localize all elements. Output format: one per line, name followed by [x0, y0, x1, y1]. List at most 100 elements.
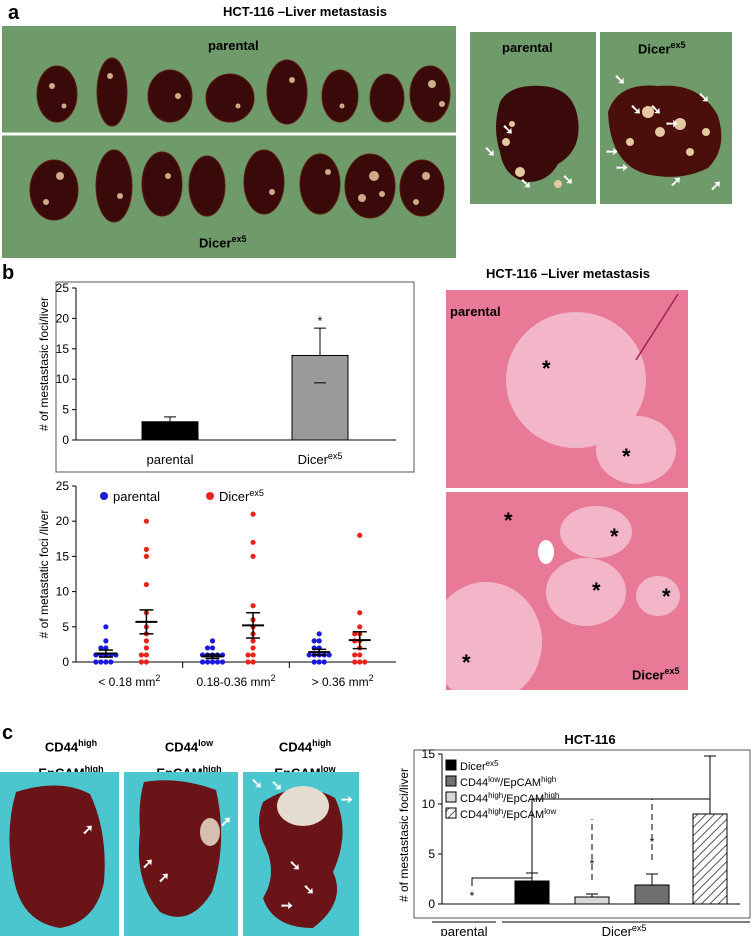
arrow-icon: ➚ [710, 177, 722, 193]
legend-swatch [445, 791, 457, 803]
arrow-icon: ➚ [142, 855, 154, 871]
data-point-parental [311, 659, 317, 665]
arrow-icon: ➘ [614, 71, 626, 87]
data-point-dicer [143, 581, 149, 588]
histology-parental-image [506, 293, 679, 484]
data-point-dicer [250, 603, 256, 609]
data-point-dicer [357, 652, 363, 658]
photo-label-dicer: Dicerex5 [199, 234, 247, 251]
panel-letter-b: b [2, 262, 15, 284]
liver-closeup-dicer: Dicerex5 ➘ ➘ ➘ ➙ ➘ ➙ ➙ ➚ ➚ [600, 32, 732, 204]
group-label: 0.18-0.36 mm2 [196, 673, 275, 689]
data-point-parental [219, 659, 226, 665]
closeup-label-dicer: Dicerex5 [638, 40, 686, 57]
data-point-dicer [245, 659, 251, 665]
arrow-icon: ➚ [82, 821, 94, 837]
arrow-icon: ➚ [158, 869, 170, 885]
y-tick-label: 0 [62, 433, 69, 447]
data-point-dicer [357, 532, 363, 538]
data-point-dicer [143, 645, 149, 651]
liver-photo-c-1-image [9, 785, 105, 928]
data-point-dicer [352, 631, 358, 637]
data-point-dicer [138, 652, 144, 658]
significance-mark: * [650, 835, 655, 849]
data-point-parental [316, 631, 322, 637]
liver-photo-c-3: ➘ ➘ ➙ ➘ ➘ ➙ [243, 772, 359, 936]
category-label: parental [147, 452, 194, 467]
data-point-dicer [250, 553, 256, 559]
y-axis-label: # of mestastasic foci/liver [397, 768, 411, 902]
arrow-icon: ➘ [251, 775, 263, 791]
data-point-parental [316, 638, 322, 644]
data-point-dicer [250, 659, 256, 665]
y-tick-label: 5 [62, 620, 69, 634]
data-point-dicer [143, 546, 149, 552]
legend-marker [206, 492, 214, 500]
data-point-dicer [250, 638, 256, 644]
histology-parental: parental * * [446, 290, 688, 488]
data-point-dicer [352, 659, 358, 665]
data-point-parental [209, 638, 216, 644]
liver-photo-rows-image [2, 57, 456, 223]
legend-label: Dicerex5 [460, 759, 499, 773]
liver-photo-c-2-image [138, 780, 222, 917]
data-point-parental [93, 659, 99, 665]
bar-chart-foci-per-liver: 0 5 10 15 20 25 # of mestastasic foci/liver par… [37, 281, 415, 473]
data-point-dicer [143, 638, 149, 644]
data-point-parental [306, 652, 312, 658]
bar [634, 884, 670, 905]
legend-label: parental [113, 489, 160, 504]
panel-letter-a: a [8, 2, 20, 24]
histology-label-dicer: Dicerex5 [632, 666, 680, 683]
arrow-icon: ➘ [484, 143, 496, 159]
tumor-asterisk: * [592, 578, 601, 603]
y-tick-label: 25 [56, 479, 70, 493]
chart-frame [55, 281, 415, 473]
data-point-parental [204, 659, 211, 665]
arrow-icon: ➘ [502, 121, 514, 137]
liver-closeup-dicer-image [608, 85, 722, 177]
arrow-icon: ➙ [666, 115, 678, 131]
group-label-dicer: Dicerex5 [602, 923, 647, 936]
chart-frame [413, 749, 751, 919]
y-tick-label: 15 [56, 342, 70, 356]
histology-dicer: * * * * * Dicerex5 [446, 492, 688, 690]
arrow-icon: ➙ [341, 791, 353, 807]
significance-mark: * [470, 889, 475, 903]
bar [514, 880, 550, 905]
histology-dicer-image [446, 506, 680, 690]
legend-swatch [445, 775, 457, 787]
category-label: Dicerex5 [298, 451, 343, 467]
arrow-icon: ➘ [271, 777, 283, 793]
data-point-dicer [352, 652, 358, 658]
data-point-parental [98, 645, 104, 651]
data-point-dicer [250, 539, 256, 545]
arrow-icon: ➘ [289, 857, 301, 873]
group-label: > 0.36 mm2 [312, 673, 374, 689]
arrow-icon: ➚ [670, 173, 682, 189]
data-point-parental [311, 638, 317, 644]
data-point-parental [209, 659, 216, 665]
data-point-dicer [357, 610, 363, 616]
data-point-parental [98, 659, 104, 665]
y-tick-label: 10 [56, 585, 70, 599]
comparison-bracket [531, 798, 711, 872]
bar [141, 421, 199, 441]
closeup-label-parental: parental [502, 40, 553, 55]
y-tick-label: 10 [56, 372, 70, 386]
data-point-parental [326, 652, 332, 658]
y-axis-label: # of mestastasic foci/liver [37, 297, 51, 431]
data-point-dicer [362, 659, 368, 665]
legend-label: CD44high/EpCAMhigh [460, 791, 559, 805]
data-point-dicer [245, 652, 251, 658]
y-tick-label: 15 [56, 549, 70, 563]
arrow-icon: ➘ [630, 101, 642, 117]
y-tick-label: 25 [56, 281, 70, 295]
bar [692, 813, 728, 905]
tumor-asterisk: * [504, 508, 513, 533]
arrow-icon: ➘ [650, 101, 662, 117]
y-tick-label: 0 [62, 655, 69, 669]
data-point-parental [103, 645, 109, 651]
tumor-asterisk: * [462, 650, 471, 675]
data-point-dicer [143, 652, 149, 658]
